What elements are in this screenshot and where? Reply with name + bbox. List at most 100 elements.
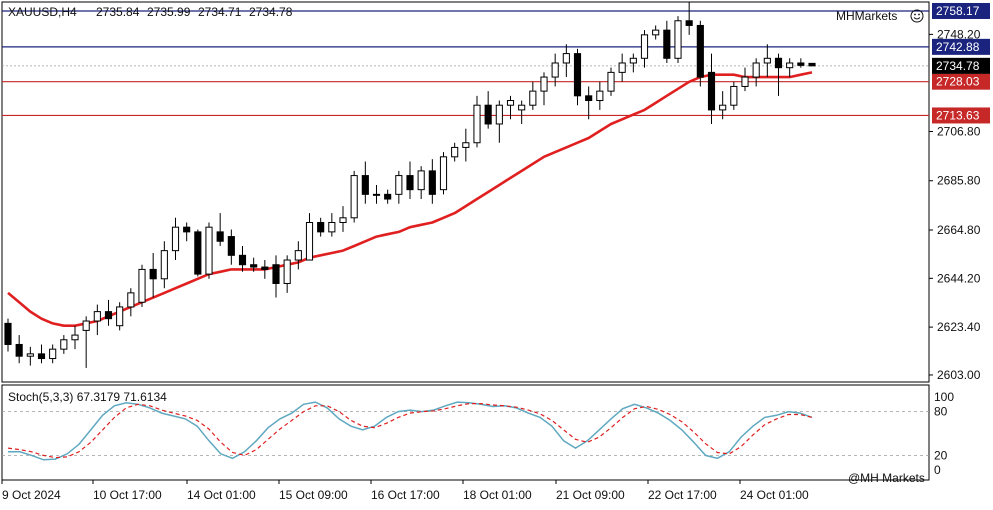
time-axis: 9 Oct 2024 10 Oct 17:00 14 Oct 01:00 15 Oct… [1, 480, 809, 502]
level-tag-bg [932, 73, 990, 90]
symbol-label: XAUUSD,H4 [8, 5, 77, 19]
candle [250, 257, 258, 272]
ohlc-open: 2735.84 [96, 5, 140, 19]
candle-body [596, 90, 604, 102]
candle [428, 159, 436, 204]
candle [652, 25, 660, 40]
candle [149, 252, 157, 298]
candle [786, 58, 794, 78]
candle [138, 264, 146, 307]
candle-body [305, 221, 314, 261]
candle-body [540, 76, 548, 92]
candle-body [763, 57, 771, 64]
candle-body [272, 264, 280, 284]
candle [4, 318, 12, 352]
candle-body [797, 62, 805, 66]
x-tick-label: 9 Oct 2024 [2, 488, 61, 502]
horizontal-levels [2, 10, 929, 117]
candle [350, 170, 358, 223]
candle-body [495, 104, 503, 125]
candle-body [71, 334, 79, 341]
candle [160, 241, 168, 289]
candle-body [652, 29, 660, 36]
x-tick-label: 21 Oct 09:00 [556, 488, 625, 502]
candle [60, 335, 68, 354]
candle [417, 166, 425, 200]
candle [49, 344, 57, 364]
candle-body [205, 226, 213, 275]
candle [618, 53, 626, 82]
candle [763, 44, 771, 78]
candle-body [518, 104, 526, 111]
stochastic-panel [1, 384, 930, 481]
candle [629, 53, 637, 73]
smiley-icon [910, 9, 924, 23]
candle [305, 213, 314, 261]
current-price-tag-bg [932, 57, 990, 74]
x-tick-label: 22 Oct 17:00 [648, 488, 717, 502]
candle-body [104, 311, 113, 320]
candle-body [607, 71, 615, 92]
candle-body [116, 306, 124, 327]
x-tick-label: 15 Oct 09:00 [279, 488, 348, 502]
candle-body [696, 24, 704, 78]
candle-body [808, 62, 816, 67]
candle-body [350, 175, 358, 219]
candle [562, 44, 570, 78]
candle-body [730, 85, 738, 106]
candle-body [160, 250, 168, 280]
candle [183, 222, 191, 242]
candle-body [250, 264, 258, 268]
candle-body [674, 20, 682, 59]
candle [741, 67, 749, 92]
candle-body [4, 322, 12, 345]
y-tick-label: 2623.40 [937, 320, 981, 334]
candle [573, 48, 582, 106]
candle-body [294, 250, 302, 261]
candle [473, 95, 481, 148]
y-tick-label: 2685.80 [937, 174, 981, 188]
candle [116, 302, 124, 331]
candle [596, 81, 604, 110]
candle [194, 229, 202, 277]
x-tick-label: 14 Oct 01:00 [187, 488, 256, 502]
level-tag-bg [932, 2, 990, 19]
y-tick-label: 2748.20 [937, 27, 981, 41]
candle-body [774, 57, 783, 69]
candle-body [719, 104, 727, 111]
y-tick-label: 2664.80 [937, 223, 981, 237]
y-tick-label: 2644.20 [937, 271, 981, 285]
x-tick-label: 10 Oct 17:00 [93, 488, 162, 502]
candle [227, 229, 235, 265]
candle [730, 81, 738, 110]
candle [707, 53, 716, 124]
stochastic-label: Stoch(5,3,3) 67.3179 71.6134 [8, 390, 167, 404]
level-tag: 2742.88 [936, 40, 980, 54]
candle [104, 299, 113, 326]
candle-body [26, 353, 34, 357]
candle [797, 58, 805, 68]
current-price-tag: 2734.78 [936, 59, 980, 73]
candle [719, 91, 727, 120]
ohlc-high: 2735.99 [147, 5, 191, 19]
candle [384, 189, 392, 204]
candle [774, 53, 783, 96]
stoch-level-label: 100 [934, 390, 954, 404]
candle-body [361, 175, 369, 195]
candle [328, 213, 336, 237]
candle-body [339, 217, 347, 223]
candle-body [406, 175, 414, 191]
candle-body [82, 320, 90, 331]
candle-body [618, 62, 626, 73]
brand-label: MHMarkets [836, 9, 897, 23]
y-tick-label: 2706.80 [937, 124, 981, 138]
candle-body [451, 146, 459, 158]
price-tags: 2758.17 2742.88 2728.03 2713.63 2734.78 [932, 2, 990, 124]
candle [261, 260, 269, 279]
candle-body [15, 343, 23, 357]
candle-body [328, 221, 336, 233]
candle [663, 20, 671, 63]
stoch-level-label: 80 [934, 405, 948, 419]
